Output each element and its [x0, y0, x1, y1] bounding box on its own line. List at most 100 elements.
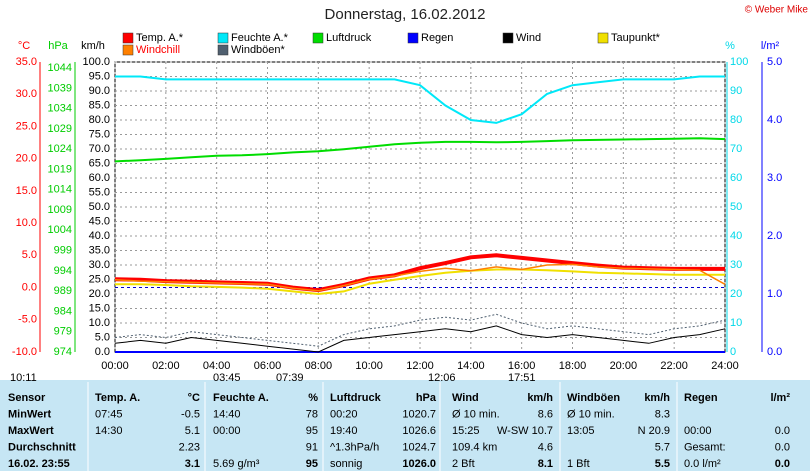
table-cell: % [308, 392, 318, 404]
series-line [114, 137, 726, 163]
table-cell: MaxWert [8, 425, 54, 437]
tick-label: 0.0 [22, 281, 37, 293]
legend-label: Temp. A.* [136, 32, 184, 44]
axis-label: l/m² [761, 40, 780, 52]
tick-label: 10.0 [89, 317, 110, 329]
tick-label: 20.0 [16, 153, 37, 165]
tick-label: 95.0 [89, 70, 110, 82]
tick-label: 0 [730, 346, 736, 358]
tick-label: 1004 [48, 224, 72, 236]
table-cell: 1020.7 [402, 408, 436, 420]
x-tick-label: 06:00 [254, 360, 282, 372]
legend-swatch [502, 32, 514, 44]
table-cell: 1026.0 [402, 458, 436, 470]
table-cell: ^1.3hPa/h [330, 441, 379, 453]
tick-label: 1039 [48, 82, 72, 94]
tick-label: 30.0 [16, 88, 37, 100]
sun-time: 10:11 [10, 372, 37, 384]
table-cell: 00:00 [684, 425, 712, 437]
tick-label: 50.0 [89, 201, 110, 213]
tick-label: 1019 [48, 163, 72, 175]
tick-label: 90.0 [89, 85, 110, 97]
tick-label: 984 [54, 305, 72, 317]
table-cell: 5.1 [185, 425, 200, 437]
tick-label: 3.0 [767, 172, 782, 184]
tick-label: 999 [54, 245, 72, 257]
tick-label: 80 [730, 114, 742, 126]
tick-label: 1034 [48, 103, 72, 115]
tick-label: 80.0 [89, 114, 110, 126]
x-tick-label: 04:00 [203, 360, 231, 372]
table-cell: W-SW 10.7 [497, 425, 553, 437]
table-cell: l/m² [770, 392, 790, 404]
tick-label: -5.0 [18, 314, 37, 326]
legend-swatch [122, 32, 134, 44]
tick-label: 65.0 [89, 157, 110, 169]
tick-label: 25.0 [16, 120, 37, 132]
x-tick-label: 00:00 [101, 360, 129, 372]
table-cell: 1 Bft [567, 458, 590, 470]
tick-label: 30.0 [89, 259, 110, 271]
tick-label: -10.0 [12, 346, 37, 358]
table-cell: 0.0 l/m² [684, 458, 721, 470]
sun-time: 03:45 [213, 372, 241, 384]
tick-label: 979 [54, 326, 72, 338]
tick-label: 2.0 [767, 230, 782, 242]
x-tick-label: 10:00 [355, 360, 383, 372]
tick-label: 90 [730, 85, 742, 97]
sun-time: 12:06 [428, 372, 456, 384]
table-cell: 00:20 [330, 408, 358, 420]
tick-label: 70 [730, 143, 742, 155]
table-cell: 8.3 [655, 408, 670, 420]
table-cell: 4.6 [538, 441, 553, 453]
tick-label: 75.0 [89, 128, 110, 140]
table-cell: 07:45 [95, 408, 123, 420]
table-cell: 91 [306, 441, 318, 453]
table-cell: Feuchte A. [213, 392, 269, 404]
tick-label: 55.0 [89, 186, 110, 198]
tick-label: 5.0 [22, 249, 37, 261]
table-cell: hPa [416, 392, 437, 404]
table-cell: 95 [306, 425, 318, 437]
table-cell: 8.1 [538, 458, 553, 470]
tick-label: 15.0 [16, 185, 37, 197]
table-cell: 1026.6 [402, 425, 436, 437]
tick-label: 10 [730, 317, 742, 329]
table-cell: km/h [644, 392, 670, 404]
table-cell: 5.69 g/m³ [213, 458, 260, 470]
tick-label: 40.0 [89, 230, 110, 242]
tick-label: 85.0 [89, 99, 110, 111]
sun-time: 07:39 [276, 372, 304, 384]
tick-label: 5.0 [95, 331, 110, 343]
chart-title: Donnerstag, 16.02.2012 [325, 6, 486, 23]
axis-label: % [725, 40, 735, 52]
table-cell: Gesamt: [684, 441, 726, 453]
tick-label: 100.0 [82, 56, 110, 68]
table-cell: Regen [684, 392, 718, 404]
tick-label: 0.0 [95, 346, 110, 358]
tick-label: 20 [730, 288, 742, 300]
tick-label: 60 [730, 172, 742, 184]
x-tick-label: 20:00 [610, 360, 638, 372]
tick-label: 15.0 [89, 302, 110, 314]
tick-label: 1024 [48, 143, 72, 155]
table-cell: 16.02. 23:55 [8, 458, 70, 470]
legend-label: Feuchte A.* [231, 32, 289, 44]
tick-label: 994 [54, 265, 72, 277]
table-cell: sonnig [330, 458, 362, 470]
tick-label: 70.0 [89, 143, 110, 155]
x-tick-label: 16:00 [508, 360, 536, 372]
tick-label: 25.0 [89, 273, 110, 285]
tick-label: 60.0 [89, 172, 110, 184]
x-tick-label: 14:00 [457, 360, 485, 372]
tick-label: 20.0 [89, 288, 110, 300]
series-line [114, 325, 726, 353]
legend-label: Windböen* [231, 44, 286, 56]
table-cell: MinWert [8, 408, 52, 420]
series-line [114, 313, 726, 347]
legend-swatch [597, 32, 609, 44]
series-line [115, 268, 725, 296]
table-cell: Ø 10 min. [452, 408, 500, 420]
table-cell: Luftdruck [330, 392, 382, 404]
